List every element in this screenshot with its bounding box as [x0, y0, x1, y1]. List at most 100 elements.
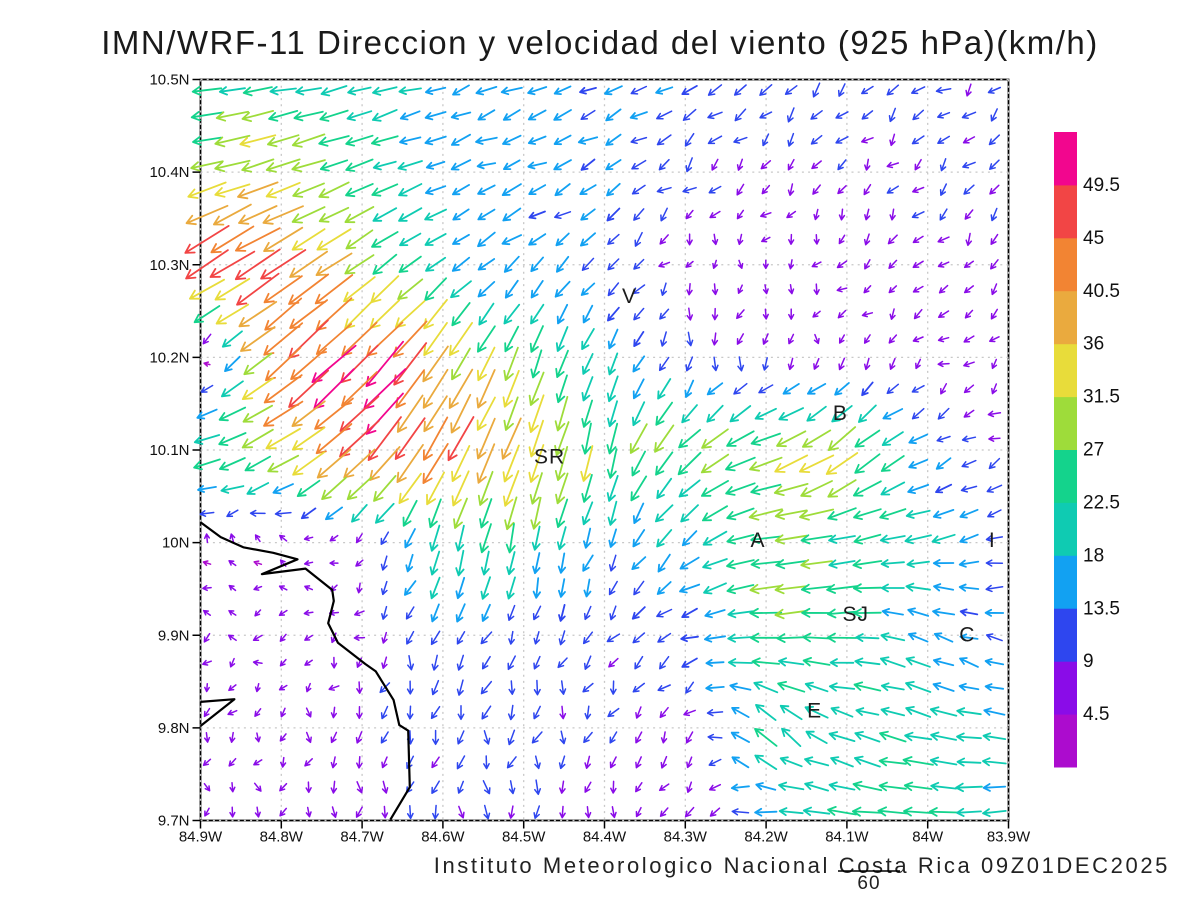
wind-arrow — [902, 756, 934, 767]
wind-arrow — [678, 428, 701, 449]
wind-arrow — [631, 556, 647, 570]
wind-arrow — [861, 381, 874, 397]
wind-arrow — [760, 211, 772, 218]
wind-arrow — [912, 336, 924, 343]
colorbar-tick-label: 18 — [1083, 545, 1104, 566]
wind-arrow — [210, 225, 255, 254]
wind-arrow — [218, 86, 246, 96]
wind-arrow — [762, 284, 769, 295]
wind-arrow — [731, 707, 750, 718]
wind-arrow — [452, 184, 470, 196]
wind-arrow — [534, 779, 542, 796]
wind-arrow — [778, 657, 805, 667]
wind-arrow — [203, 361, 211, 367]
wind-arrow — [879, 534, 906, 544]
wind-arrow — [633, 331, 645, 347]
wind-arrow — [555, 326, 569, 352]
wind-arrow — [355, 559, 364, 567]
wind-arrow — [304, 585, 314, 591]
wind-arrow — [274, 509, 292, 518]
colorbar-segment — [1054, 184, 1077, 239]
wind-arrow — [631, 184, 646, 195]
wind-arrow — [961, 435, 977, 443]
wind-arrow — [477, 208, 496, 221]
wind-arrow — [582, 631, 594, 645]
wind-arrow — [325, 506, 343, 521]
wind-arrow — [450, 159, 472, 171]
wind-arrow — [685, 209, 694, 220]
wind-arrow — [253, 759, 263, 766]
wind-arrow — [475, 136, 498, 145]
wind-arrow — [557, 657, 568, 669]
wind-arrow — [805, 730, 828, 744]
wind-arrow — [880, 656, 906, 668]
wind-arrow — [406, 805, 414, 820]
wind-arrow — [227, 709, 238, 716]
wind-arrow — [804, 756, 830, 767]
wind-arrow — [880, 481, 906, 496]
wind-arrow — [481, 603, 491, 622]
wind-arrow — [528, 394, 545, 433]
wind-arrow — [958, 559, 980, 568]
wind-arrow — [880, 632, 906, 642]
wind-arrow — [407, 654, 415, 671]
wind-arrow — [530, 280, 544, 299]
wind-arrow — [555, 374, 568, 404]
wind-arrow — [788, 259, 795, 270]
wind-arrow — [656, 529, 673, 548]
wind-arrow — [238, 205, 278, 225]
wind-arrow — [581, 353, 594, 375]
wind-arrow — [218, 406, 247, 422]
wind-arrow — [707, 733, 723, 741]
wind-arrow — [229, 657, 236, 668]
wind-arrow — [406, 705, 414, 720]
wind-arrow — [727, 658, 753, 667]
wind-arrow — [961, 111, 977, 119]
wind-arrow — [193, 305, 221, 324]
y-tick-label: 9.8N — [158, 720, 190, 737]
wind-arrow — [686, 331, 694, 347]
wind-arrow — [503, 159, 521, 170]
wind-arrow — [502, 207, 522, 222]
wind-arrow — [960, 485, 978, 493]
wind-arrow — [241, 158, 275, 173]
wind-arrow — [341, 371, 378, 407]
wind-arrow — [422, 443, 449, 484]
wind-arrow — [633, 208, 645, 221]
wind-arrow — [226, 509, 239, 518]
wind-arrow — [660, 282, 668, 296]
wind-arrow — [838, 234, 846, 245]
wind-arrow — [729, 405, 752, 423]
wind-arrow — [581, 422, 592, 455]
wind-arrow — [707, 84, 723, 96]
wind-arrow — [429, 576, 441, 600]
wind-arrow — [502, 134, 522, 146]
wind-arrow — [750, 432, 781, 446]
wind-arrow — [356, 781, 364, 794]
wind-arrow — [727, 633, 754, 643]
wind-arrow — [609, 680, 617, 695]
wind-arrow — [709, 807, 721, 817]
wind-arrow — [655, 401, 673, 426]
wind-arrow — [802, 632, 831, 643]
wind-arrow — [812, 310, 821, 318]
wind-arrow — [913, 308, 923, 320]
wind-arrow — [479, 498, 493, 529]
wind-arrow — [854, 755, 881, 768]
wind-arrow — [929, 706, 958, 717]
wind-arrow — [531, 731, 543, 744]
wind-arrow — [712, 259, 718, 269]
wind-arrow — [963, 361, 975, 368]
wind-arrow — [888, 334, 898, 344]
wind-arrow — [933, 657, 955, 667]
wind-arrow — [680, 504, 699, 523]
wind-arrow — [202, 758, 212, 767]
wind-arrow — [654, 424, 675, 453]
wind-arrow — [254, 682, 261, 693]
wind-arrow — [610, 780, 617, 794]
colorbar-segment — [1054, 555, 1077, 609]
wind-arrow — [911, 407, 925, 420]
wind-arrow — [734, 108, 747, 122]
axis-ticks — [192, 78, 1010, 829]
wind-arrow — [581, 474, 593, 503]
